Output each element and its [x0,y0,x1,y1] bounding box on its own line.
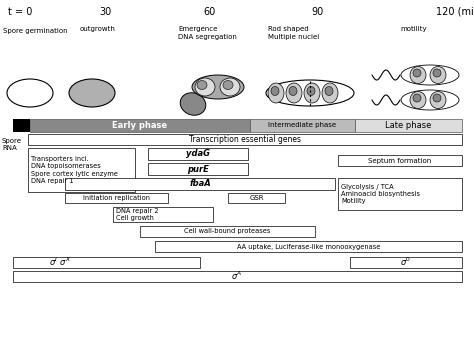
Ellipse shape [271,86,279,96]
Text: 60: 60 [204,7,216,17]
Ellipse shape [401,65,459,85]
Ellipse shape [268,83,284,103]
Bar [65,178,335,190]
Ellipse shape [304,83,320,103]
Text: Spore germination: Spore germination [3,28,68,34]
Ellipse shape [289,86,297,96]
Ellipse shape [220,78,240,96]
Text: $\sigma^{I}$ $\sigma^{X}$: $\sigma^{I}$ $\sigma^{X}$ [49,256,71,268]
Text: t = 0: t = 0 [8,7,32,17]
Text: Intermediate phase: Intermediate phase [268,122,337,129]
Text: outgrowth: outgrowth [80,26,116,32]
Text: Transporters incl.
DNA topoisomerases
Spore cortex lytic enzyme
DNA repair 1: Transporters incl. DNA topoisomerases Sp… [31,156,118,184]
Bar [148,148,248,160]
Text: Cell wall-bound proteases: Cell wall-bound proteases [184,228,271,235]
Text: AA uptake, Luciferase-like monooxygenase: AA uptake, Luciferase-like monooxygenase [237,244,380,249]
Bar [350,257,462,268]
Text: Glycolysis / TCA
Aminoacid biosynthesis
Motility: Glycolysis / TCA Aminoacid biosynthesis … [341,184,420,204]
Bar [250,119,355,132]
Bar [148,163,248,175]
Bar [355,119,462,132]
Ellipse shape [195,78,215,96]
Text: motility: motility [400,26,427,32]
Ellipse shape [266,80,354,106]
Ellipse shape [69,79,115,107]
Text: 120 (min): 120 (min) [436,7,474,17]
Text: Early phase: Early phase [112,121,168,130]
Text: $\sigma^{A}$: $\sigma^{A}$ [231,270,243,282]
Ellipse shape [430,92,446,108]
Text: purE: purE [187,164,209,173]
Ellipse shape [325,86,333,96]
Bar [28,148,135,192]
Text: fbaA: fbaA [189,180,211,189]
Ellipse shape [307,86,315,96]
Text: Transcription essential genes: Transcription essential genes [189,135,301,144]
Ellipse shape [401,90,459,110]
Bar [65,193,168,203]
Ellipse shape [430,66,446,84]
Text: Late phase: Late phase [385,121,432,130]
Ellipse shape [410,92,426,108]
Bar [28,134,462,145]
Ellipse shape [322,83,338,103]
Bar [338,178,462,210]
Ellipse shape [7,79,53,107]
Text: Rod shaped
Multiple nuclei: Rod shaped Multiple nuclei [268,26,319,40]
Text: DNA repair 2
Cell growth: DNA repair 2 Cell growth [116,208,159,221]
Text: ydaG: ydaG [186,150,210,159]
Bar [30,119,250,132]
Ellipse shape [192,75,244,99]
Text: 30: 30 [99,7,111,17]
Bar [113,207,213,222]
Ellipse shape [180,93,206,115]
Ellipse shape [413,94,421,102]
Bar [13,119,30,132]
Bar [13,257,200,268]
Ellipse shape [410,66,426,84]
Text: Emergence
DNA segregation: Emergence DNA segregation [178,26,237,40]
Bar [155,241,462,252]
Text: Septum formation: Septum formation [368,158,432,163]
Bar [140,226,315,237]
Ellipse shape [197,80,207,89]
Ellipse shape [433,69,441,77]
Bar [228,193,285,203]
Text: Spore
RNA: Spore RNA [2,138,22,151]
Ellipse shape [223,80,233,89]
Text: 90: 90 [312,7,324,17]
Bar [338,155,462,166]
Text: GSR: GSR [249,195,264,201]
Ellipse shape [286,83,302,103]
Text: Initiation replication: Initiation replication [83,195,150,201]
Ellipse shape [433,94,441,102]
Text: $\sigma^{0}$: $\sigma^{0}$ [401,256,411,268]
Ellipse shape [413,69,421,77]
Bar [13,271,462,282]
